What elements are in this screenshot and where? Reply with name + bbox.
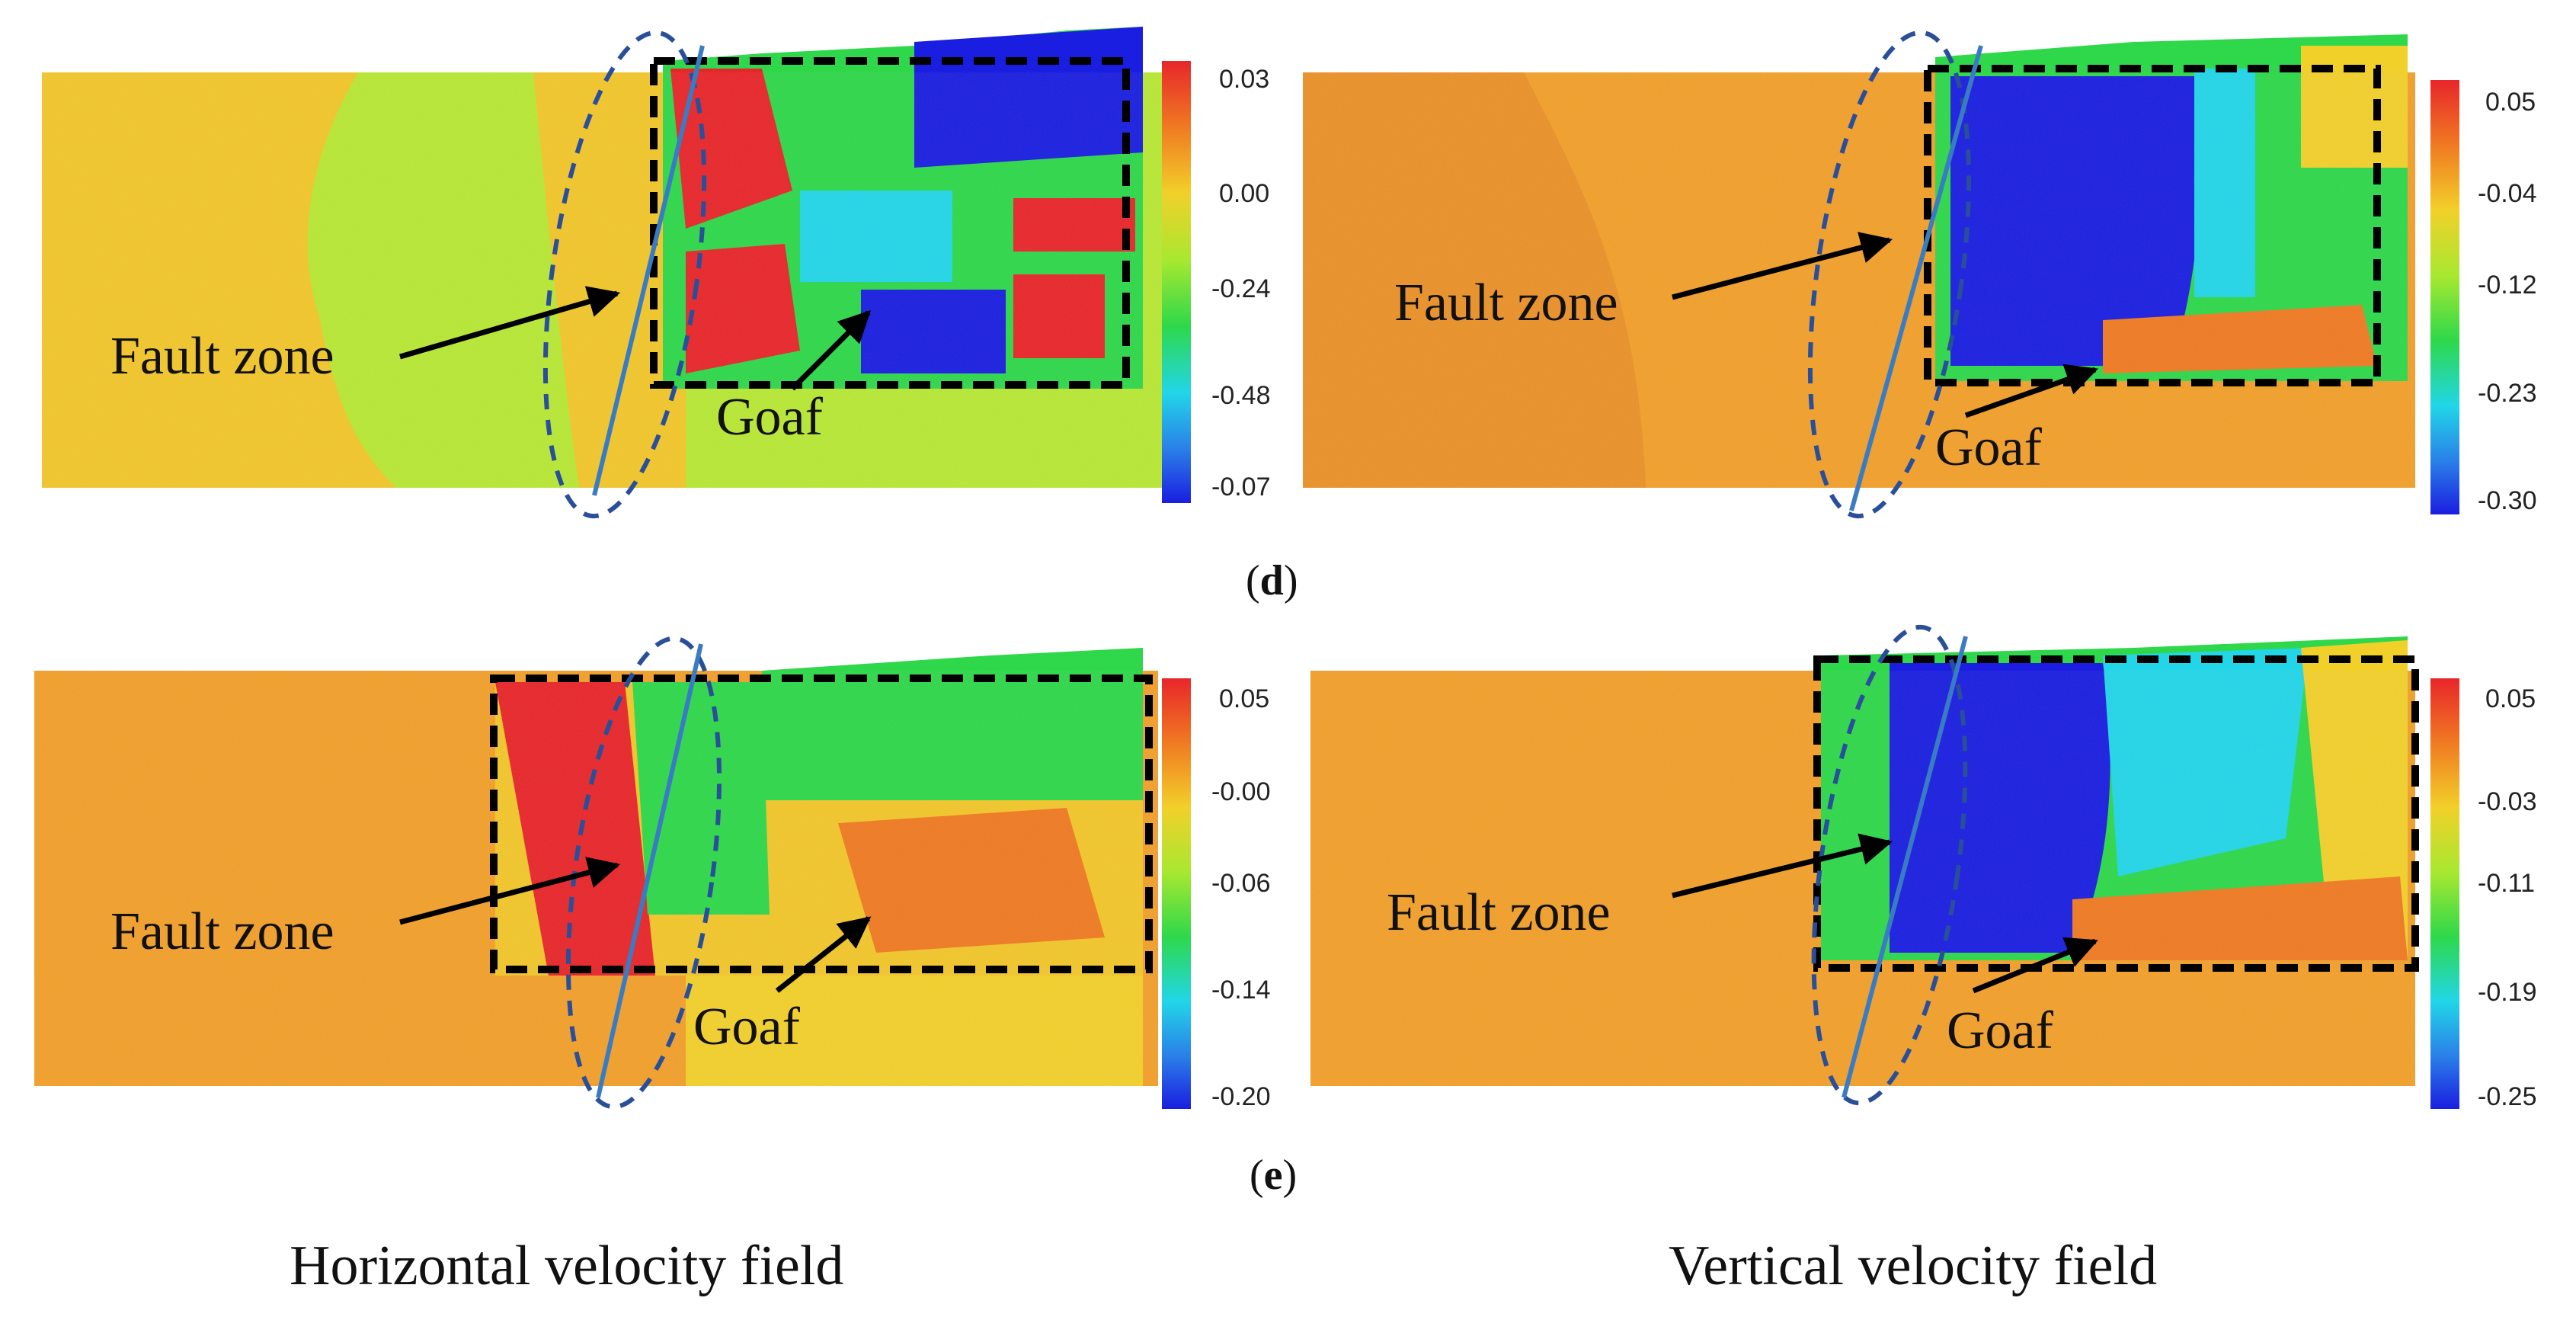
colorbar — [1162, 678, 1191, 1109]
colorbar-tick: 0.05 — [1219, 684, 1269, 713]
goaf-arrow — [775, 916, 872, 993]
fault-zone-arrow — [1672, 833, 1893, 899]
colorbar-tick: -0.30 — [2478, 486, 2537, 515]
fault-line — [1842, 636, 1968, 1098]
goaf-label: Goaf — [716, 388, 824, 447]
goaf-label: Goaf — [1947, 1001, 2054, 1060]
colorbar — [1162, 61, 1191, 503]
fault-ellipse — [565, 636, 722, 1110]
fault-zone-label: Fault zone — [110, 902, 334, 961]
panel-letter: e — [1264, 1152, 1283, 1199]
goaf-region-box — [1813, 655, 2419, 972]
fault-line — [592, 45, 705, 496]
colorbar-tick: 0.03 — [1219, 65, 1269, 94]
panel-e-vertical: Fault zone Goaf 0.05 -0.03 -0.11 -0.19 -… — [1310, 624, 2537, 1111]
fault-zone-arrow — [399, 286, 621, 360]
colorbar-tick: -0.48 — [1211, 381, 1271, 410]
goaf-region-box — [650, 57, 1130, 389]
panel-d-horizontal: Fault zone Goaf 0.03 0.00 -0.24 -0.48 -0… — [42, 27, 1271, 519]
colorbar-tick: -0.03 — [2478, 787, 2537, 816]
colorbar — [2430, 80, 2459, 514]
fault-zone-label: Fault zone — [1394, 274, 1618, 332]
goaf-arrow — [790, 310, 871, 391]
speckle — [42, 72, 1173, 488]
colorbar-tick: -0.23 — [2478, 379, 2537, 408]
goaf-label: Goaf — [693, 998, 801, 1056]
colorbar-tick: -0.11 — [2478, 869, 2535, 898]
colorbar-tick: -0.00 — [1211, 777, 1271, 806]
colorbar-tick: 0.05 — [2485, 88, 2536, 117]
caption-horizontal: Horizontal velocity field — [290, 1235, 843, 1297]
speckle — [1303, 72, 2415, 488]
fault-zone-arrow — [1672, 232, 1893, 300]
colorbar-tick: -0.04 — [2478, 179, 2537, 208]
colorbar-tick: -0.14 — [1211, 976, 1271, 1005]
goaf-region-box — [490, 675, 1153, 973]
goaf-arrow — [1972, 937, 2098, 994]
speckle — [34, 671, 1158, 1086]
panel-e-horizontal: Fault zone Goaf 0.05 -0.00 -0.06 -0.14 -… — [34, 636, 1271, 1111]
fault-ellipse — [542, 30, 707, 519]
panel-letter-d: (d) — [1246, 557, 1298, 604]
colorbar-tick: -0.25 — [2478, 1082, 2537, 1111]
panel-d-vertical: Fault zone Goaf 0.05 -0.04 -0.12 -0.23 -… — [1303, 30, 2537, 519]
caption-vertical: Vertical velocity field — [1669, 1235, 2157, 1297]
colorbar-tick: -0.06 — [1211, 869, 1271, 898]
panel-letter-e: (e) — [1250, 1152, 1297, 1199]
goaf-region-box — [1924, 65, 2381, 386]
goaf-arrow — [1964, 364, 2098, 418]
fault-zone-label: Fault zone — [1387, 883, 1611, 942]
goaf-label: Goaf — [1935, 418, 2043, 477]
fault-ellipse — [1811, 624, 1968, 1106]
panel-letter: d — [1260, 557, 1284, 604]
colorbar-tick: -0.19 — [2478, 978, 2537, 1007]
colorbar-tick: 0.05 — [2485, 684, 2536, 713]
fault-zone-label: Fault zone — [110, 327, 334, 386]
colorbar-tick: 0.00 — [1219, 179, 1269, 208]
colorbar-tick: -0.20 — [1211, 1082, 1271, 1111]
colorbar — [2430, 678, 2459, 1109]
fault-line — [596, 643, 703, 1098]
fault-ellipse — [1807, 30, 1972, 519]
fault-line — [1849, 45, 1983, 511]
colorbar-tick: -0.24 — [1211, 274, 1271, 303]
colorbar-tick: -0.12 — [2478, 271, 2537, 300]
colorbar-tick: -0.07 — [1211, 473, 1271, 501]
fault-zone-arrow — [399, 857, 621, 925]
